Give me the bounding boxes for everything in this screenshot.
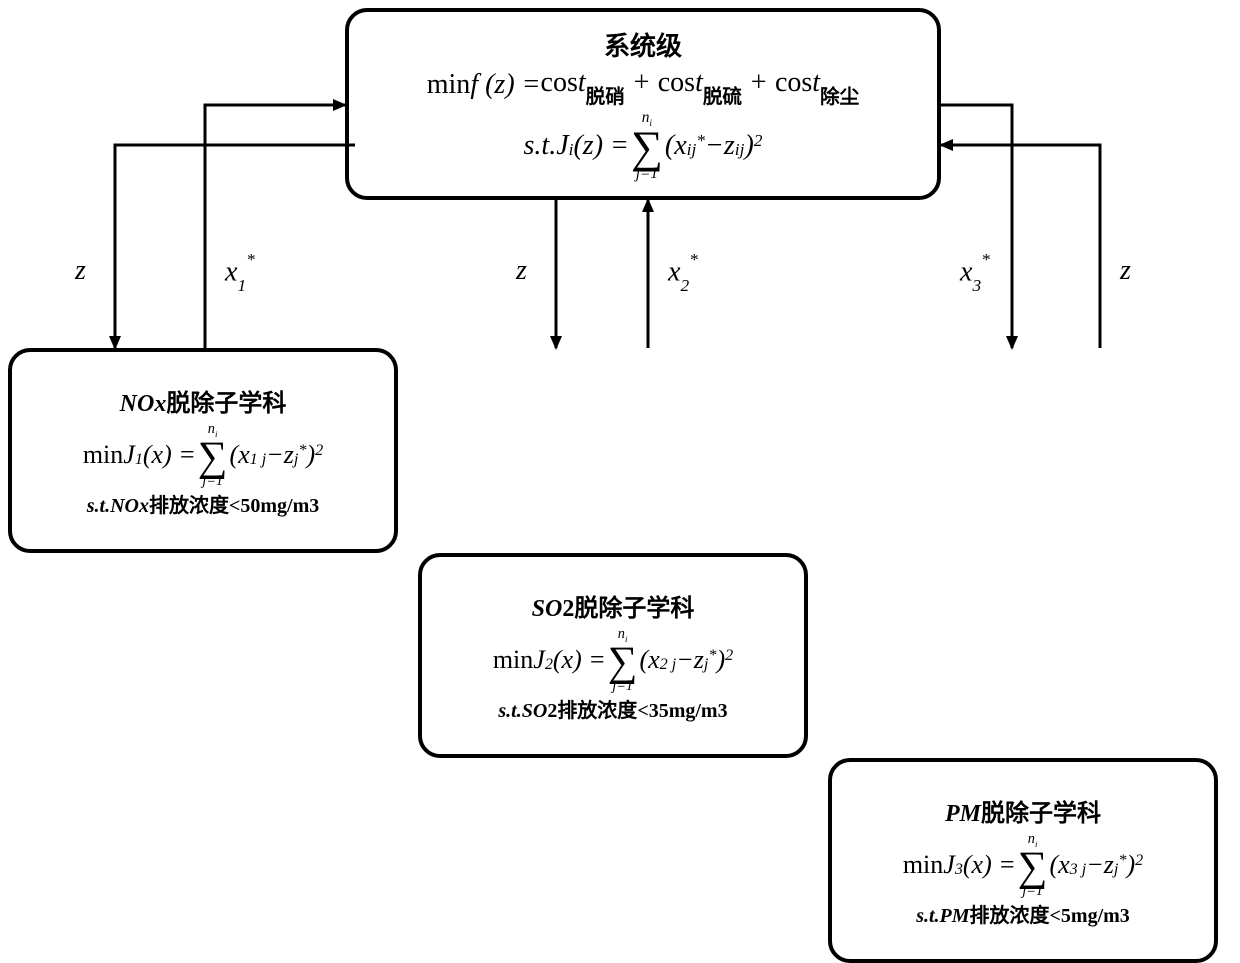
sq: 2 [754,131,763,151]
nox-subsystem-box: NOx脱除子学科 min J1(x) = ni∑j=1(x1 j − zj*)2… [8,348,398,553]
close-paren: ) [744,130,753,162]
arrow-pm-to-system [941,145,1100,348]
st-text: s.t. [524,130,557,162]
open-paren: ( [665,130,674,162]
pm-subsystem-box: PM脱除子学科 min J3(x) = ni∑j=1(x3 j − zj*)2 … [828,758,1218,963]
label-x1star: x1* [225,255,255,292]
x-sub: ij [687,140,697,160]
z-sub: ij [735,140,745,160]
z-var: z [724,130,735,162]
nox-title: NOx脱除子学科 [120,383,287,418]
sigma-icon: ni ∑ j=1 [631,110,663,182]
nox-objective: min J1(x) = ni∑j=1(x1 j − zj*)2 [83,422,323,488]
J-var: J [556,130,568,162]
pm-title: PM脱除子学科 [945,793,1101,828]
pm-constraint: s.t.PM排放浓度<5mg/m3 [916,899,1130,928]
f-of-z: f (z) = [470,69,540,101]
so2-title: SO2脱除子学科 [532,588,695,623]
system-level-box: 系统级 min f (z) = cost脱硝 + cost脱硫 + cost除尘… [345,8,941,200]
minus: − [705,130,724,162]
label-z-left: z [75,255,86,287]
label-x2star: x2* [668,255,698,292]
so2-objective: min J2(x) = ni∑j=1(x2 j − zj*)2 [493,627,733,693]
of-z: (z) = [573,130,628,162]
arrow-system-to-pm [941,105,1012,348]
arrow-nox-to-system [205,105,345,348]
system-constraint: s.t. Ji (z) = ni ∑ j=1 ( xij* − zij )2 [524,110,763,182]
min-text: min [427,69,471,101]
pm-objective: min J3(x) = ni∑j=1(x3 j − zj*)2 [903,832,1143,898]
label-z-right: z [1120,255,1131,287]
arrow-system-to-nox [115,145,355,348]
nox-constraint: s.t.NOx排放浓度<50mg/m3 [87,489,320,518]
label-x3star: x3* [960,255,990,292]
so2-subsystem-box: SO2脱除子学科 min J2(x) = ni∑j=1(x2 j − zj*)2… [418,553,808,758]
label-z-mid: z [516,255,527,287]
J-sub: i [569,140,574,160]
system-title: 系统级 [604,26,682,63]
system-objective: min f (z) = cost脱硝 + cost脱硫 + cost除尘 [427,67,859,104]
x-var: x [674,130,686,162]
so2-constraint: s.t.SO2排放浓度<35mg/m3 [498,694,727,723]
cost-terms: cost脱硝 + cost脱硫 + cost除尘 [541,67,860,104]
x-sup: * [696,131,705,151]
